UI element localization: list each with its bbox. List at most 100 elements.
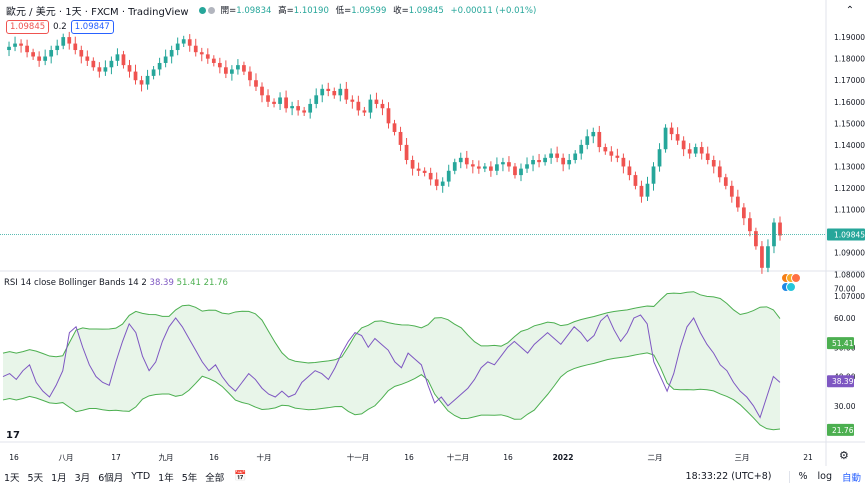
range-1m[interactable]: 1月: [51, 472, 67, 484]
rsi-upper-badge-label: 51.41: [832, 339, 854, 348]
status-dots: [198, 6, 215, 14]
ohlc-low: 1.09599: [351, 6, 387, 16]
candle-body: [242, 65, 246, 72]
range-1d[interactable]: 1天: [4, 472, 20, 484]
buy-button[interactable]: 1.09847: [70, 20, 114, 34]
range-6m[interactable]: 6個月: [98, 472, 124, 484]
data-delay-icon: [207, 6, 215, 14]
candle-body: [597, 131, 602, 148]
candle-body: [109, 60, 114, 68]
range-1y[interactable]: 1年: [158, 472, 174, 484]
rsi-lower-badge: [827, 423, 854, 436]
ohlc-close: 1.09845: [408, 6, 444, 16]
price-tick-label: 1.09000: [834, 249, 865, 258]
time-tick-label: 十二月: [447, 452, 470, 462]
candle-body: [362, 110, 367, 113]
candle-body: [766, 246, 770, 268]
candle-body: [651, 166, 656, 184]
candle-body: [368, 99, 373, 113]
bollinger-band-fill: [3, 291, 780, 430]
candle-body: [308, 103, 313, 113]
candle-body: [627, 166, 632, 176]
range-5y[interactable]: 5年: [181, 472, 198, 484]
candle-body: [13, 43, 17, 47]
calendar-icon[interactable]: 📅: [234, 471, 247, 482]
candle-body: [693, 147, 698, 154]
candle-body: [338, 88, 343, 96]
candle-body: [537, 160, 541, 163]
candle-body: [729, 185, 734, 197]
candle-body: [549, 153, 553, 158]
clock-readout[interactable]: 18:33:22 (UTC+8): [685, 471, 772, 482]
candle-body: [778, 222, 782, 236]
candle-body: [151, 69, 156, 76]
market-open-icon: [198, 6, 206, 14]
chevron-up-icon[interactable]: ⌃: [845, 4, 855, 16]
candle-body: [7, 46, 11, 51]
auto-scale-button[interactable]: 自動: [841, 472, 861, 484]
event-marker-icon: [786, 282, 796, 292]
candle-body: [615, 155, 620, 158]
candle-body: [410, 160, 415, 169]
candle-body: [320, 88, 325, 96]
candle-body: [374, 99, 379, 104]
range-5d[interactable]: 5天: [27, 472, 44, 484]
candle-body: [61, 37, 66, 46]
candle-body: [326, 88, 331, 91]
rsi-lower-badge-label: 21.76: [832, 426, 854, 435]
percent-scale-button[interactable]: %: [798, 471, 808, 482]
tradingview-logo-icon[interactable]: 17: [6, 430, 20, 441]
candle-body: [386, 108, 391, 124]
rsi-legend[interactable]: RSI 14 close Bollinger Bands 14 2 38.39 …: [4, 278, 228, 288]
candle-body: [579, 144, 584, 154]
time-tick-label: 16: [404, 453, 414, 462]
candle-body: [97, 67, 102, 72]
range-all[interactable]: 全部: [205, 472, 225, 484]
time-tick-label: 2022: [553, 453, 574, 462]
rsi-value-badge-label: 38.39: [832, 377, 854, 386]
candle-body: [639, 185, 644, 197]
candle-body: [211, 58, 216, 63]
range-ytd[interactable]: YTD: [131, 471, 151, 482]
last-price-badge: [827, 228, 865, 241]
candle-body: [49, 50, 54, 57]
ohlc-open: 1.09834: [236, 6, 272, 16]
candle-body: [609, 151, 614, 156]
candle-body: [633, 175, 638, 186]
log-scale-button[interactable]: log: [817, 471, 832, 482]
candle-body: [422, 170, 427, 173]
candle-body: [157, 62, 162, 70]
range-3m[interactable]: 3月: [74, 472, 91, 484]
candle-body: [127, 65, 132, 72]
candle-body: [748, 218, 752, 232]
candle-body: [163, 56, 168, 63]
candle-body: [603, 147, 608, 152]
candle-body: [711, 160, 716, 167]
price-tick-label: 1.19000: [834, 33, 865, 42]
candle-body: [266, 95, 270, 102]
candle-body: [495, 164, 499, 171]
rsi-upper-value: 51.41: [176, 278, 201, 288]
gear-icon[interactable]: ⚙: [839, 449, 849, 462]
last-price-label: 1.09845: [834, 230, 865, 239]
price-tick-label: 1.18000: [834, 55, 865, 64]
candle-body: [199, 52, 204, 55]
divider: [789, 470, 791, 483]
candle-body: [380, 103, 385, 109]
candle-body: [398, 131, 403, 145]
sell-button[interactable]: 1.09845: [6, 20, 50, 34]
spread-value: 0.2: [53, 22, 67, 32]
candle-body: [723, 177, 728, 186]
candle-body: [139, 80, 144, 85]
quote-row: 1.09845 0.2 1.09847: [6, 20, 114, 34]
candle-body: [332, 91, 337, 96]
candle-body: [67, 37, 72, 44]
bollinger-upper-line: [2, 291, 781, 364]
time-tick-label: 十月: [257, 452, 272, 462]
candle-body: [555, 153, 560, 158]
symbol-title[interactable]: 歐元 / 美元 · 1天 · FXCM · TradingView: [6, 6, 189, 18]
candle-body: [187, 39, 192, 46]
candle-body: [314, 95, 319, 104]
rsi-tick-label: 60.00: [834, 314, 856, 323]
